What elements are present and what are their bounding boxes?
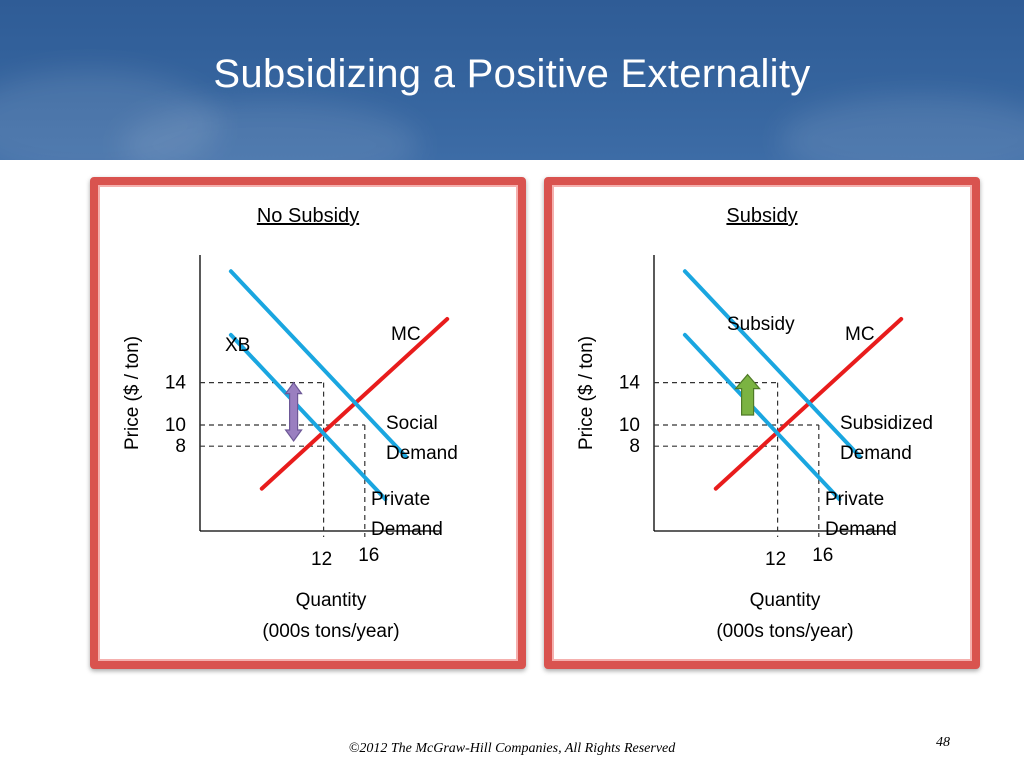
y-tick-label: 14 xyxy=(619,373,641,394)
y-tick-label: 10 xyxy=(165,415,186,436)
subsidy-label: Subsidy xyxy=(727,314,795,335)
lower-demand-label: Demand xyxy=(825,519,897,540)
panel-no-subsidy: No Subsidy Price ($ / ton) Quantity (000s t… xyxy=(90,177,526,669)
upper-demand-label: Demand xyxy=(386,443,458,464)
y-axis-label: Price ($ / ton) xyxy=(122,336,143,450)
upper-demand-label: Social xyxy=(386,413,438,434)
y-axis-label: Price ($ / ton) xyxy=(576,336,597,450)
xb-double-arrow xyxy=(284,381,303,443)
y-tick-label: 8 xyxy=(175,436,186,457)
slide-title: Subsidizing a Positive Externality xyxy=(213,52,811,96)
mc-label: MC xyxy=(391,324,421,345)
y-tick-label: 8 xyxy=(629,436,640,457)
y-tick-label: 10 xyxy=(619,415,640,436)
chart-title: No Subsidy xyxy=(257,205,359,227)
series-line-2 xyxy=(228,332,388,502)
chart-subsidy: Subsidy Price ($ / ton) Quantity (000s tons… xyxy=(576,205,933,642)
panel-subsidy: Subsidy Price ($ / ton) Quantity (000s tons… xyxy=(544,177,980,669)
series-line-2 xyxy=(682,332,842,502)
chart-title: Subsidy xyxy=(726,205,797,227)
lower-demand-label: Demand xyxy=(371,519,443,540)
subsidy-up-arrow xyxy=(734,373,761,416)
xb-label: XB xyxy=(225,335,250,356)
lower-demand-label: Private xyxy=(825,489,884,510)
series-line-1 xyxy=(228,269,408,459)
upper-demand-label: Subsidized xyxy=(840,413,933,434)
page-number: 48 xyxy=(936,735,950,750)
copyright-footer: ©2012 The McGraw-Hill Companies, All Rig… xyxy=(348,741,676,756)
upper-demand-label: Demand xyxy=(840,443,912,464)
x-tick-label: 12 xyxy=(311,549,332,570)
x-axis-label-line2: (000s tons/year) xyxy=(716,621,853,642)
x-tick-label: 16 xyxy=(812,545,833,566)
x-tick-label: 16 xyxy=(358,545,379,566)
x-axis-label-line2: (000s tons/year) xyxy=(262,621,399,642)
series-line-1 xyxy=(682,269,862,459)
title-banner: Subsidizing a Positive Externality xyxy=(0,0,1024,160)
x-axis-label-line1: Quantity xyxy=(296,590,367,611)
x-tick-label: 12 xyxy=(765,549,786,570)
lower-demand-label: Private xyxy=(371,489,430,510)
x-axis-label-line1: Quantity xyxy=(750,590,821,611)
mc-label: MC xyxy=(845,324,875,345)
y-tick-label: 14 xyxy=(165,373,187,394)
chart-no-subsidy: No Subsidy Price ($ / ton) Quantity (000s t… xyxy=(122,205,458,642)
